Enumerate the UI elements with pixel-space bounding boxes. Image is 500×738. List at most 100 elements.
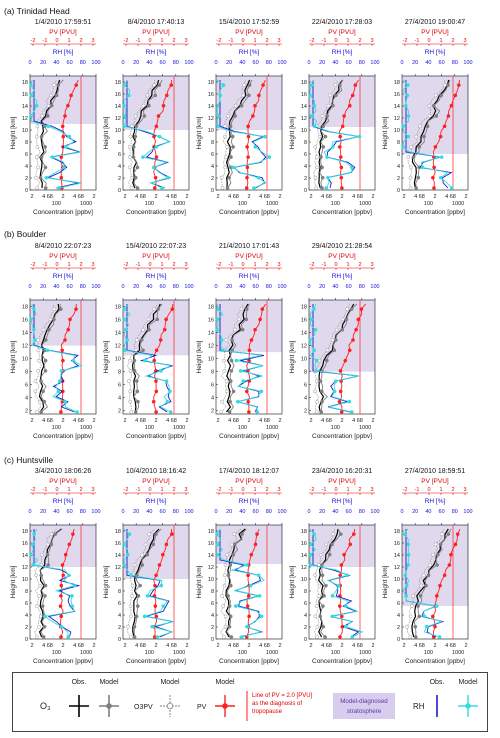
o3-model-point xyxy=(227,624,232,629)
legend-strat-text-2: stratosphere xyxy=(347,708,382,715)
o3-model-point xyxy=(321,145,326,149)
height-tick-label: 0 xyxy=(25,188,28,194)
o3-model-point xyxy=(320,563,324,567)
rh-tick-label: 80 xyxy=(452,60,458,66)
rh-model-point xyxy=(62,165,66,170)
height-axis-label: Height [km] xyxy=(196,340,203,373)
section-title: (a) Trinidad Head xyxy=(4,6,70,16)
rh-model-point xyxy=(312,103,317,108)
o3-model-point xyxy=(47,327,51,332)
rh-model-point xyxy=(122,114,127,118)
o3-model-point xyxy=(417,614,422,619)
o3-model-point xyxy=(135,389,140,394)
o3-model-point xyxy=(142,114,147,118)
pv-tick-label: 1 xyxy=(67,487,70,493)
rh-model-point xyxy=(125,552,130,557)
pv-model-point xyxy=(63,338,67,342)
height-tick-label: 12 xyxy=(394,565,400,571)
rh-model-point xyxy=(45,348,50,353)
height-tick-label: 14 xyxy=(394,553,400,559)
o3-model-line xyxy=(133,303,163,413)
conc-tick-label: 2 xyxy=(154,643,157,649)
pv-model-point xyxy=(260,307,265,311)
o3-model-line xyxy=(318,528,342,638)
height-tick-label: 0 xyxy=(397,637,400,643)
pv-model-point xyxy=(154,379,158,383)
o3-model-point xyxy=(438,542,443,547)
o3-model-point xyxy=(414,186,418,190)
rh-model-point xyxy=(350,635,355,639)
o3-model-point xyxy=(344,317,349,322)
rh-model-point xyxy=(218,93,223,98)
rh-tick-label: 100 xyxy=(91,284,100,290)
o3pv-point xyxy=(237,317,241,322)
pv-tick-label: 3 xyxy=(277,262,280,268)
conc-axis-label: Concentration [ppbv] xyxy=(33,433,93,440)
o3-model-point xyxy=(43,186,48,190)
o3pv-point xyxy=(331,532,335,536)
pv-tick-label: 1 xyxy=(253,487,256,493)
o3-model-point xyxy=(39,410,43,414)
pv-tick-label: 2 xyxy=(265,487,268,493)
pv-tick-label: 0 xyxy=(427,38,430,44)
rh-tick-label: 100 xyxy=(277,60,286,66)
pv-axis-label: PV [PVU] xyxy=(142,478,170,485)
o3-model-point xyxy=(333,338,338,342)
rh-model-point xyxy=(63,145,68,149)
conc-tick-label: 2 xyxy=(30,194,33,200)
o3-model-point xyxy=(131,155,136,159)
rh-axis-label: RH [%] xyxy=(425,49,446,56)
o3-model-point xyxy=(46,563,51,567)
conc-tick-label: 2 xyxy=(30,418,33,424)
rh-model-point xyxy=(42,614,47,619)
o3-model-point xyxy=(333,93,338,98)
rh-model-point xyxy=(308,93,312,98)
height-tick-label: 6 xyxy=(304,152,307,158)
pv-model-line xyxy=(339,79,359,189)
conc-tick-label: 2 xyxy=(278,418,281,424)
rh-obs-line xyxy=(33,304,80,413)
pv-model-point xyxy=(63,552,68,557)
plot-frame xyxy=(122,524,190,640)
o3-model-point xyxy=(424,583,428,588)
height-tick-label: 10 xyxy=(208,128,214,134)
o3pv-point xyxy=(41,327,46,332)
height-tick-label: 12 xyxy=(115,116,121,122)
o3-model-point xyxy=(229,155,233,159)
rh-model-point xyxy=(256,573,261,578)
rh-model-point xyxy=(245,624,249,629)
pv-model-point xyxy=(351,338,355,342)
o3pv-point xyxy=(49,532,54,536)
rh-tick-label: 60 xyxy=(439,60,445,66)
pv-model-point xyxy=(246,399,251,404)
rh-tick-label: 60 xyxy=(346,509,352,515)
o3pv-point xyxy=(427,103,432,108)
pv-model-point xyxy=(61,573,66,578)
rh-model-point xyxy=(233,604,238,608)
o3pv-point xyxy=(132,563,137,567)
pv-tick-label: 1 xyxy=(346,38,349,44)
o3-model-point xyxy=(43,145,47,149)
o3pv-point xyxy=(38,614,43,619)
pv-model-point xyxy=(59,594,63,598)
rh-model-point xyxy=(344,604,348,608)
height-tick-label: 12 xyxy=(115,565,121,571)
pv-model-point xyxy=(60,563,65,567)
conc-tick-label: 2 xyxy=(61,643,64,649)
legend-pvline-text-2: as the diagnosis of xyxy=(252,701,302,707)
conc-tick-label: 2 xyxy=(123,643,126,649)
o3-model-point xyxy=(39,134,44,139)
pv-model-point xyxy=(348,542,353,547)
legend-svg: Obs. Model O₃ Model O3PV Model PV L xyxy=(40,679,478,721)
o3pv-point xyxy=(314,604,319,608)
o3pv-point xyxy=(414,134,418,139)
o3pv-point xyxy=(314,379,319,383)
o3pv-point xyxy=(333,83,338,87)
rh-model-point xyxy=(238,369,243,373)
pv-tick-label: 1 xyxy=(346,262,349,268)
pv-model-point xyxy=(432,186,436,190)
rh-model-line xyxy=(30,303,83,413)
rh-model-point xyxy=(434,604,439,608)
